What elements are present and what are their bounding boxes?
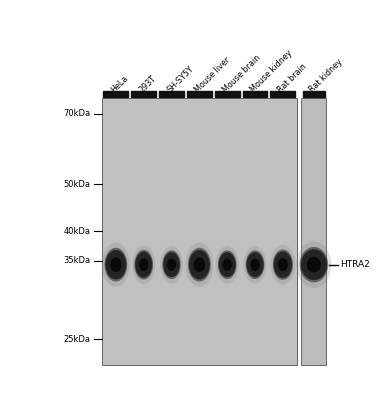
Text: HeLa: HeLa	[109, 74, 130, 94]
Ellipse shape	[135, 252, 152, 278]
Ellipse shape	[185, 243, 213, 287]
Ellipse shape	[162, 250, 181, 279]
Text: Mouse brain: Mouse brain	[221, 53, 262, 94]
Ellipse shape	[273, 250, 293, 280]
Ellipse shape	[188, 248, 211, 282]
Ellipse shape	[296, 242, 331, 288]
Ellipse shape	[139, 258, 148, 271]
Ellipse shape	[301, 249, 327, 280]
Ellipse shape	[246, 252, 264, 277]
Bar	[131, 91, 156, 97]
Bar	[187, 91, 212, 97]
Ellipse shape	[110, 257, 122, 272]
Ellipse shape	[218, 250, 236, 279]
Ellipse shape	[132, 245, 155, 284]
Text: Rat brain: Rat brain	[276, 62, 309, 94]
Ellipse shape	[134, 250, 153, 280]
Text: HTRA2: HTRA2	[340, 260, 370, 269]
Ellipse shape	[223, 258, 232, 271]
Ellipse shape	[167, 258, 176, 271]
Ellipse shape	[194, 257, 205, 272]
Text: Mouse kidney: Mouse kidney	[249, 49, 294, 94]
Ellipse shape	[244, 246, 266, 284]
Bar	[301, 98, 326, 365]
Ellipse shape	[307, 257, 321, 272]
Ellipse shape	[300, 247, 328, 282]
Ellipse shape	[216, 246, 239, 284]
Ellipse shape	[246, 250, 264, 279]
Text: 50kDa: 50kDa	[64, 180, 90, 189]
Ellipse shape	[274, 252, 292, 278]
Ellipse shape	[219, 252, 236, 277]
Text: 293T: 293T	[137, 74, 158, 94]
Text: 70kDa: 70kDa	[64, 109, 90, 118]
Text: 40kDa: 40kDa	[64, 227, 90, 236]
Ellipse shape	[160, 246, 183, 284]
Ellipse shape	[271, 245, 295, 284]
Ellipse shape	[250, 258, 260, 271]
Bar	[303, 91, 325, 97]
Ellipse shape	[102, 243, 130, 287]
Ellipse shape	[104, 248, 127, 282]
Ellipse shape	[278, 258, 288, 271]
Bar	[215, 91, 239, 97]
Text: 25kDa: 25kDa	[64, 335, 90, 344]
Bar	[102, 98, 297, 365]
Text: Mouse liver: Mouse liver	[193, 55, 232, 94]
Text: 35kDa: 35kDa	[64, 256, 90, 265]
Text: Rat kidney: Rat kidney	[308, 58, 344, 94]
Bar	[271, 91, 295, 97]
Ellipse shape	[105, 250, 126, 279]
Bar	[243, 91, 268, 97]
Ellipse shape	[163, 252, 180, 277]
Bar	[104, 91, 128, 97]
Ellipse shape	[189, 250, 210, 279]
Text: SH-SY5Y: SH-SY5Y	[165, 64, 195, 94]
Bar	[159, 91, 184, 97]
